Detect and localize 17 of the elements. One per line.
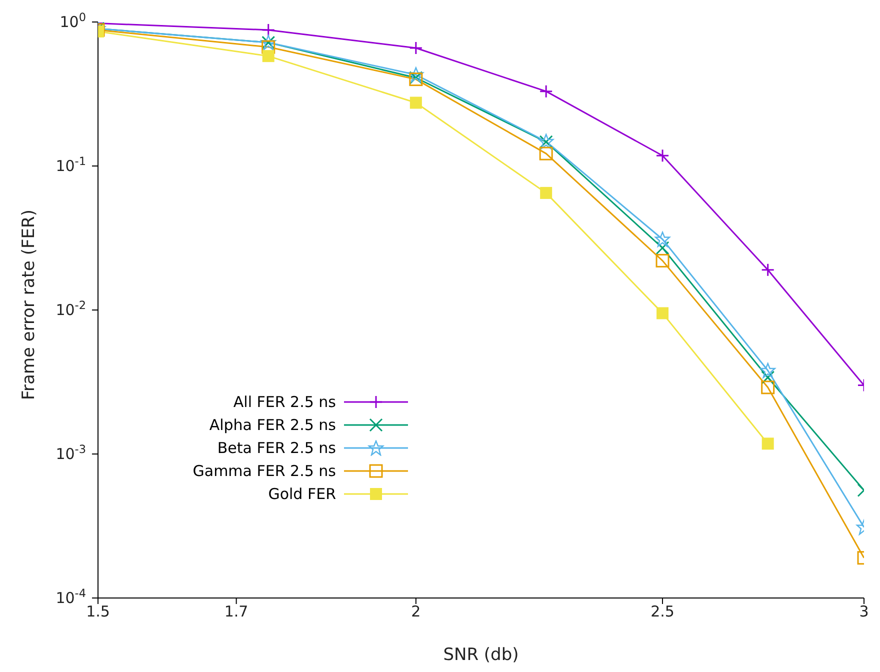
x-axis-title: SNR (db) [443, 645, 519, 665]
legend-label: Gamma FER 2.5 ns [192, 462, 336, 480]
legend-label: All FER 2.5 ns [233, 392, 336, 410]
x-tick-label: 3 [859, 602, 869, 621]
legend-label: Gold FER [268, 484, 336, 502]
legend-label: Alpha FER 2.5 ns [209, 416, 336, 434]
y-tick-label: 10$^{-4}$ [56, 586, 86, 607]
y-tick-label: 10$^{-1}$ [56, 154, 86, 175]
legend-label: Beta FER 2.5 ns [217, 438, 336, 456]
x-tick-label: 2.5 [650, 602, 674, 621]
x-tick-label: 1.5 [86, 602, 110, 621]
y-tick-label: 10$^{-3}$ [56, 442, 86, 463]
y-tick-label: 10$^{0}$ [60, 10, 86, 31]
y-axis-title: Frame error rate (FER) [19, 210, 40, 400]
x-tick-label: 1.7 [224, 602, 248, 621]
y-tick-label: 10$^{-2}$ [56, 298, 86, 319]
x-tick-label: 2 [411, 602, 421, 621]
